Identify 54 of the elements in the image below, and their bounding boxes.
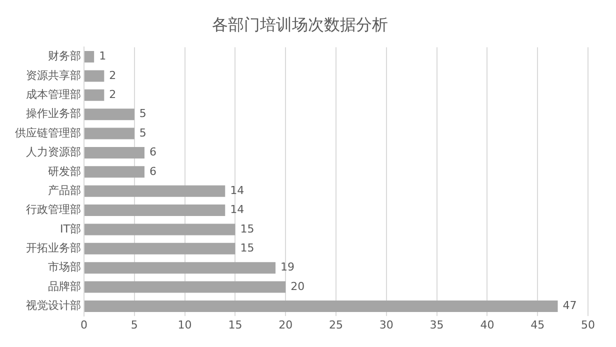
data-label: 6 bbox=[149, 164, 156, 178]
x-tick-label: 25 bbox=[329, 318, 343, 332]
chart-title: 各部门培训场次数据分析 bbox=[212, 14, 388, 34]
data-label: 2 bbox=[109, 88, 116, 102]
y-tick-label: 资源共享部 bbox=[26, 68, 81, 82]
bar bbox=[84, 224, 236, 236]
data-label: 20 bbox=[290, 280, 305, 293]
y-tick-label: 研发部 bbox=[48, 164, 81, 178]
bar bbox=[84, 70, 104, 82]
x-tick-label: 50 bbox=[581, 318, 595, 332]
y-tick-label: 视觉设计部 bbox=[26, 299, 81, 312]
x-tick-label: 35 bbox=[430, 318, 444, 332]
x-tick-label: 30 bbox=[379, 318, 394, 332]
bar bbox=[84, 204, 226, 216]
y-tick-label: 行政管理部 bbox=[26, 203, 81, 216]
y-tick-label: 供应链管理部 bbox=[15, 126, 81, 140]
data-label: 5 bbox=[139, 126, 146, 140]
x-tick-label: 15 bbox=[228, 318, 242, 332]
x-tick-label: 5 bbox=[130, 318, 138, 332]
data-label: 2 bbox=[109, 68, 116, 82]
data-label: 6 bbox=[149, 146, 156, 159]
x-tick-label: 45 bbox=[530, 318, 545, 332]
data-label: 1 bbox=[99, 50, 106, 63]
data-label: 19 bbox=[280, 260, 295, 274]
x-tick-label: 40 bbox=[480, 318, 494, 332]
y-tick-label: 人力资源部 bbox=[26, 146, 81, 159]
y-tick-label: 市场部 bbox=[48, 260, 81, 274]
bar bbox=[84, 166, 144, 178]
data-label: 14 bbox=[230, 203, 244, 216]
data-label: 5 bbox=[139, 107, 146, 120]
bar bbox=[84, 185, 226, 197]
bar bbox=[84, 51, 94, 63]
x-tick-label: 10 bbox=[178, 318, 192, 332]
y-tick-label: 操作业务部 bbox=[26, 107, 81, 120]
bar bbox=[84, 108, 134, 120]
x-tick-label: 20 bbox=[278, 318, 293, 332]
y-tick-label: 产品部 bbox=[48, 184, 81, 197]
y-tick-label: 成本管理部 bbox=[26, 88, 81, 102]
bar bbox=[84, 262, 276, 274]
bar bbox=[84, 281, 286, 293]
bar bbox=[84, 89, 104, 101]
y-tick-label: IT部 bbox=[60, 222, 81, 236]
bar bbox=[84, 300, 558, 312]
bar bbox=[84, 242, 236, 254]
bar bbox=[84, 128, 134, 140]
y-tick-label: 开拓业务部 bbox=[26, 242, 81, 255]
y-tick-label: 财务部 bbox=[48, 50, 81, 63]
bar bbox=[84, 146, 144, 158]
x-tick-label: 0 bbox=[80, 318, 88, 332]
data-label: 47 bbox=[562, 299, 577, 312]
y-tick-label: 品牌部 bbox=[48, 280, 81, 293]
data-label: 14 bbox=[230, 184, 244, 197]
data-label: 15 bbox=[240, 242, 254, 255]
data-label: 15 bbox=[240, 222, 254, 236]
